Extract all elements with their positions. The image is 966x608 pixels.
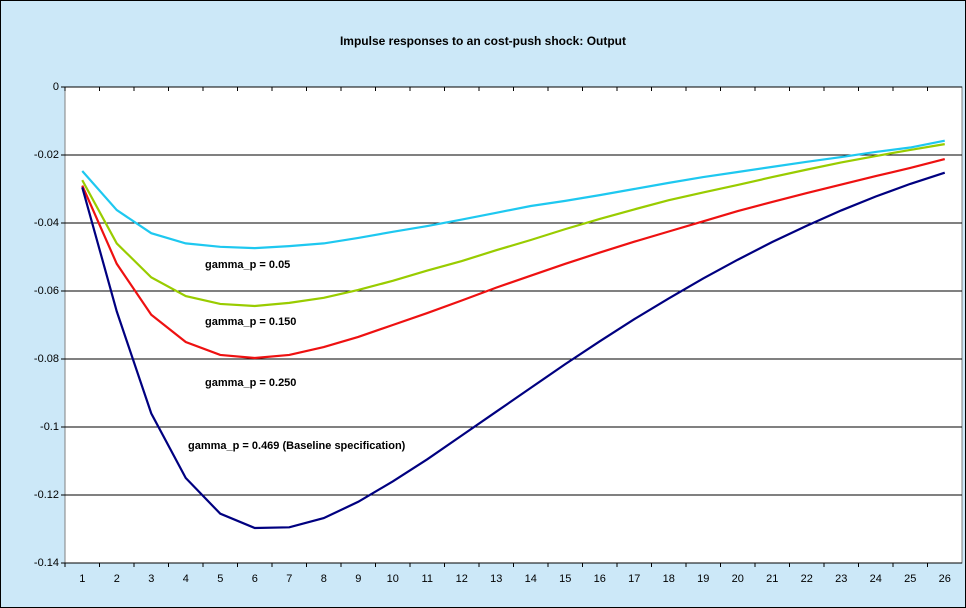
x-tick-label: 15 [559, 573, 571, 585]
x-tick-label: 22 [801, 573, 813, 585]
x-tick-label: 11 [422, 573, 433, 585]
x-tick-label: 5 [217, 573, 223, 585]
x-tick-label: 16 [594, 573, 606, 585]
x-tick-label: 25 [904, 573, 916, 585]
y-tick-label: -0.1 [40, 421, 59, 433]
x-tick-label: 17 [628, 573, 640, 585]
y-tick-label: -0.06 [34, 285, 59, 297]
x-tick-label: 23 [835, 573, 847, 585]
x-tick-label: 2 [114, 573, 120, 585]
y-tick-label: -0.02 [34, 149, 59, 161]
plot-area [64, 86, 963, 564]
y-tick-label: -0.08 [34, 353, 59, 365]
x-tick-label: 7 [286, 573, 292, 585]
x-tick-label: 3 [148, 573, 154, 585]
line-series [81, 158, 946, 360]
line-series [81, 139, 945, 250]
x-tick-label: 1 [79, 573, 85, 585]
x-tick-label: 26 [939, 573, 951, 585]
series-label: gamma_p = 0.250 [205, 377, 296, 389]
chart-title: Impulse responses to an cost-push shock:… [340, 34, 626, 48]
x-tick-label: 20 [732, 573, 744, 585]
y-tick-label: -0.04 [34, 217, 59, 229]
x-tick-label: 6 [252, 573, 258, 585]
x-tick-label: 13 [490, 573, 502, 585]
x-tick-label: 24 [870, 573, 882, 585]
x-tick-label: 4 [183, 573, 189, 585]
line-series [81, 143, 945, 308]
x-tick-label: 8 [321, 573, 327, 585]
y-tick-label: -0.12 [34, 489, 59, 501]
series-label: gamma_p = 0.05 [205, 259, 290, 271]
x-tick-label: 9 [355, 573, 361, 585]
x-tick-label: 14 [525, 573, 537, 585]
y-tick-label: -0.14 [34, 557, 59, 569]
series-label: gamma_p = 0.469 (Baseline specification) [188, 440, 406, 452]
x-tick-label: 21 [766, 573, 778, 585]
line-series [81, 171, 946, 530]
series-label: gamma_p = 0.150 [205, 316, 296, 328]
y-tick-label: 0 [53, 81, 59, 93]
x-tick-label: 12 [456, 573, 468, 585]
x-tick-label: 18 [663, 573, 675, 585]
x-tick-label: 19 [697, 573, 709, 585]
x-tick-label: 10 [387, 573, 399, 585]
